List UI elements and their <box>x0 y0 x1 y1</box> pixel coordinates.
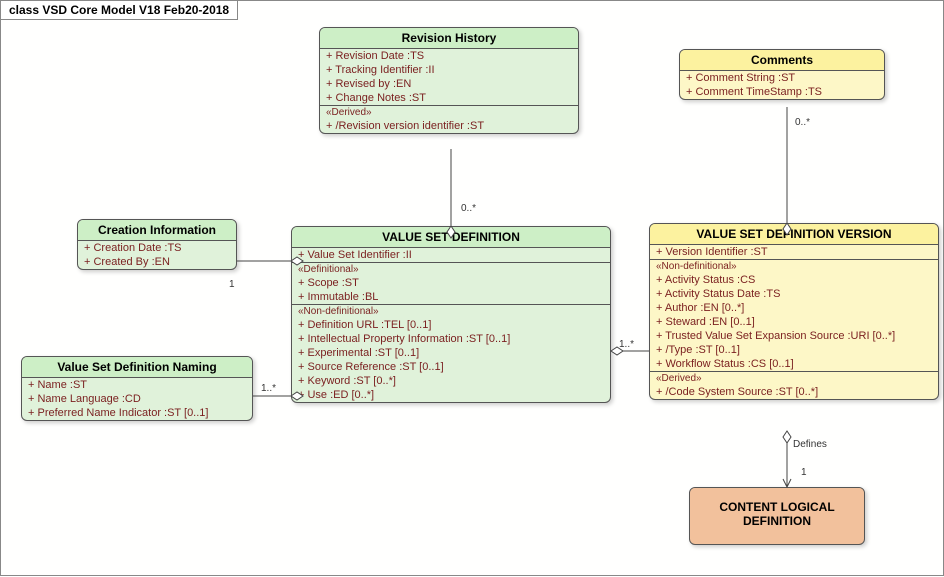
class-revision-history: Revision History Revision Date :TS Track… <box>319 27 579 134</box>
attr: Author :EN [0..*] <box>650 301 938 315</box>
attr: Comment TimeStamp :TS <box>680 85 884 99</box>
attr: /Code System Source :ST [0..*] <box>650 385 938 399</box>
attr: Steward :EN [0..1] <box>650 315 938 329</box>
class-header: Comments <box>680 50 884 71</box>
attr: Activity Status :CS <box>650 273 938 287</box>
mult-nm-vsd: 1..* <box>261 383 276 394</box>
attr: Name Language :CD <box>22 392 252 406</box>
class-header: Value Set Definition Naming <box>22 357 252 378</box>
attr: Use :ED [0..*] <box>292 388 610 402</box>
mult-vsdv-cld: 1 <box>801 467 807 478</box>
mult-vsd-vsdv: 1..* <box>619 339 634 350</box>
label-defines: Defines <box>793 439 827 450</box>
attr: Source Reference :ST [0..1] <box>292 360 610 374</box>
attr: Experimental :ST [0..1] <box>292 346 610 360</box>
attr: Workflow Status :CS [0..1] <box>650 357 938 371</box>
attr: Intellectual Property Information :ST [0… <box>292 332 610 346</box>
attr: Revised by :EN <box>320 77 578 91</box>
class-header: Creation Information <box>78 220 236 241</box>
attr: Created By :EN <box>78 255 236 269</box>
class-header: CONTENT LOGICAL DEFINITION <box>690 488 864 531</box>
class-vsd-version: VALUE SET DEFINITION VERSION Version Ide… <box>649 223 939 400</box>
stereotype: «Non-definitional» <box>650 260 938 273</box>
class-vsd-naming: Value Set Definition Naming Name :ST Nam… <box>21 356 253 421</box>
stereotype: «Derived» <box>320 106 578 119</box>
diagram-title: class VSD Core Model V18 Feb20-2018 <box>1 1 238 20</box>
attr: Name :ST <box>22 378 252 392</box>
attr: Version Identifier :ST <box>650 245 938 259</box>
class-value-set-definition: VALUE SET DEFINITION Value Set Identifie… <box>291 226 611 403</box>
class-header: VALUE SET DEFINITION VERSION <box>650 224 938 245</box>
attr: Tracking Identifier :II <box>320 63 578 77</box>
mult-com-vsdv: 0..* <box>795 117 810 128</box>
attr: Value Set Identifier :II <box>292 248 610 262</box>
mult-ci-vsd: 1 <box>229 279 235 290</box>
class-creation-information: Creation Information Creation Date :TS C… <box>77 219 237 270</box>
attr: Change Notes :ST <box>320 91 578 105</box>
mult-rh-vsd: 0..* <box>461 203 476 214</box>
class-header: VALUE SET DEFINITION <box>292 227 610 248</box>
attr: Definition URL :TEL [0..1] <box>292 318 610 332</box>
attr: Scope :ST <box>292 276 610 290</box>
attr: Immutable :BL <box>292 290 610 304</box>
class-header: Revision History <box>320 28 578 49</box>
stereotype: «Non-definitional» <box>292 305 610 318</box>
class-content-logical-definition: CONTENT LOGICAL DEFINITION <box>689 487 865 545</box>
attr: Revision Date :TS <box>320 49 578 63</box>
diagram-frame: class VSD Core Model V18 Feb20-2018 Revi… <box>0 0 944 576</box>
attr: /Type :ST [0..1] <box>650 343 938 357</box>
attr: Trusted Value Set Expansion Source :URI … <box>650 329 938 343</box>
stereotype: «Derived» <box>650 372 938 385</box>
attr: Preferred Name Indicator :ST [0..1] <box>22 406 252 420</box>
attr: Activity Status Date :TS <box>650 287 938 301</box>
attr: /Revision version identifier :ST <box>320 119 578 133</box>
attr: Comment String :ST <box>680 71 884 85</box>
attr: Keyword :ST [0..*] <box>292 374 610 388</box>
class-comments: Comments Comment String :ST Comment Time… <box>679 49 885 100</box>
attr: Creation Date :TS <box>78 241 236 255</box>
stereotype: «Definitional» <box>292 263 610 276</box>
